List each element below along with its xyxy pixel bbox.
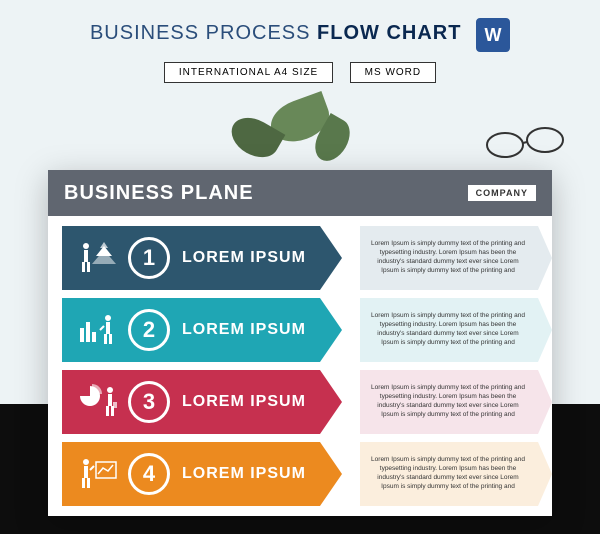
step-row-3: 3 LOREM IPSUM Lorem Ipsum is simply dummy … [62,370,538,434]
step-row-1: 1 LOREM IPSUM Lorem Ipsum is simply dummy … [62,226,538,290]
step-arrow-tip [320,298,342,362]
step-desc-text: Lorem Ipsum is simply dummy text of the … [368,384,528,419]
step-arrow-tip [320,442,342,506]
step-desc-arrow: Lorem Ipsum is simply dummy text of the … [342,226,538,290]
step-pie-icon [70,370,126,434]
tag-a4: INTERNATIONAL A4 SIZE [164,62,333,83]
header-tags: INTERNATIONAL A4 SIZE MS WORD [0,62,600,83]
sheet-header: BUSINESS PLANE COMPANY [48,170,552,216]
glasses-decoration [480,120,570,160]
step-label: LOREM IPSUM [182,226,306,290]
step-number-circle: 4 [128,453,170,495]
step-number-circle: 2 [128,309,170,351]
header-title-light: BUSINESS PROCESS [90,22,317,44]
company-badge: COMPANY [468,185,536,201]
step-desc-arrow: Lorem Ipsum is simply dummy text of the … [342,442,538,506]
page-header: BUSINESS PROCESS FLOW CHART W [0,0,600,52]
step-arrow-tip [320,370,342,434]
step-chart-icon [70,442,126,506]
header-title-bold: FLOW CHART [317,22,461,44]
step-desc-arrow: Lorem Ipsum is simply dummy text of the … [342,298,538,362]
tag-msword: MS WORD [350,62,436,83]
step-desc-arrow: Lorem Ipsum is simply dummy text of the … [342,370,538,434]
sheet-title: BUSINESS PLANE [64,182,468,205]
step-label: LOREM IPSUM [182,370,306,434]
step-label: LOREM IPSUM [182,442,306,506]
ms-word-icon: W [476,18,510,52]
step-label: LOREM IPSUM [182,298,306,362]
step-desc-text: Lorem Ipsum is simply dummy text of the … [368,456,528,491]
step-arrow-tip [320,226,342,290]
step-number-circle: 3 [128,381,170,423]
step-desc-text: Lorem Ipsum is simply dummy text of the … [368,240,528,275]
step-bars-icon [70,298,126,362]
step-row-2: 2 LOREM IPSUM Lorem Ipsum is simply dummy … [62,298,538,362]
step-desc-text: Lorem Ipsum is simply dummy text of the … [368,312,528,347]
step-row-4: 4 LOREM IPSUM Lorem Ipsum is simply dummy … [62,442,538,506]
flowchart-sheet: BUSINESS PLANE COMPANY 1 LOREM IPSUM Lorem… [48,170,552,516]
step-pyramid-icon [70,226,126,290]
step-number-circle: 1 [128,237,170,279]
step-rows: 1 LOREM IPSUM Lorem Ipsum is simply dummy … [48,216,552,524]
